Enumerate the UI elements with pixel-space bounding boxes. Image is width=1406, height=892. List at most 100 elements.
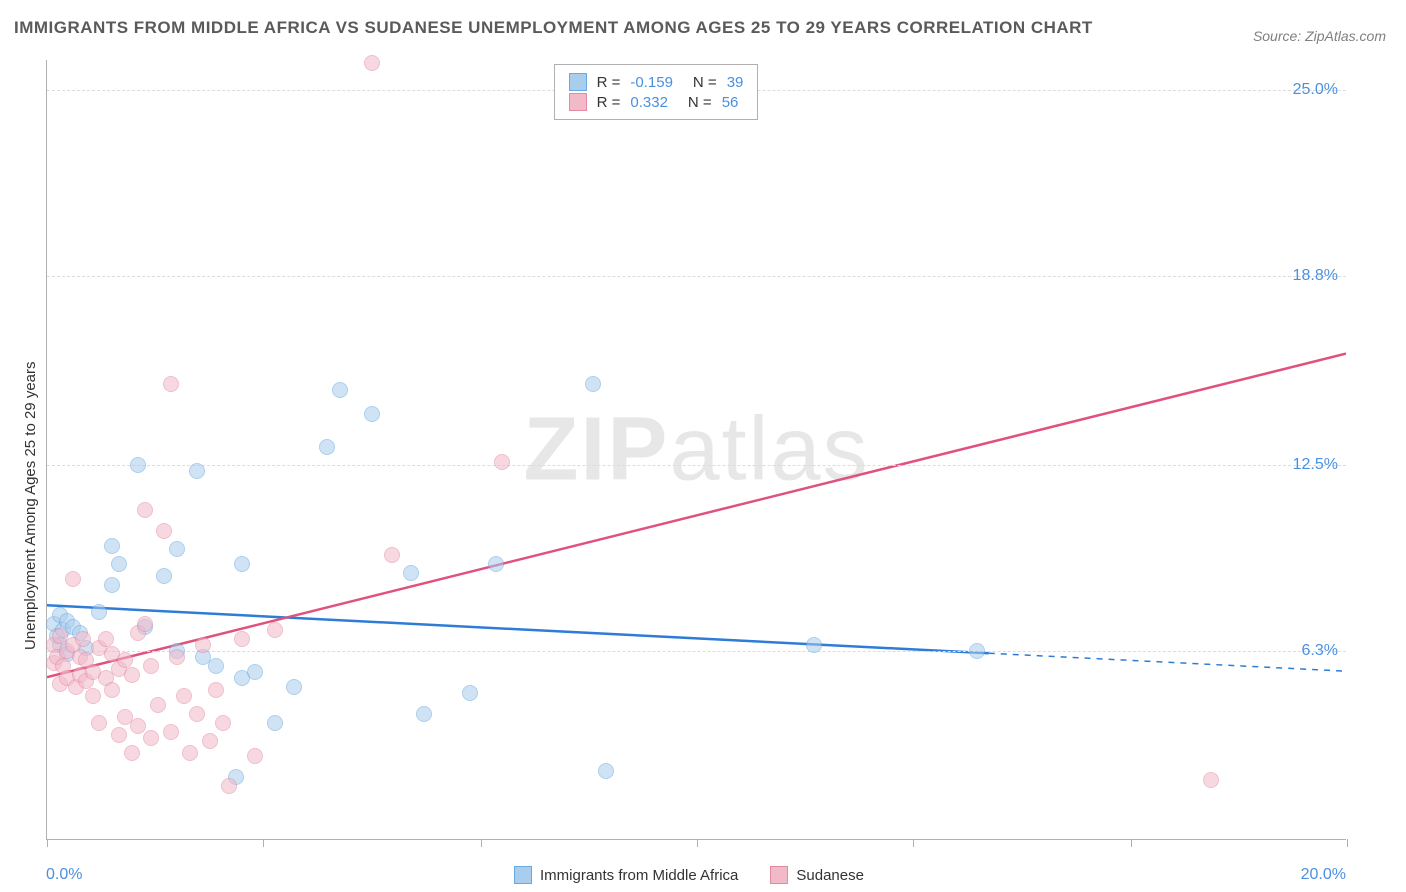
scatter-point [104, 538, 120, 554]
scatter-point [124, 667, 140, 683]
scatter-point [319, 439, 335, 455]
x-axis-end-label: 20.0% [1301, 866, 1346, 884]
x-tick [697, 839, 698, 847]
scatter-point [182, 745, 198, 761]
y-tick-label: 18.8% [1293, 267, 1338, 285]
scatter-point [124, 745, 140, 761]
chart-title: IMMIGRANTS FROM MIDDLE AFRICA VS SUDANES… [14, 18, 1093, 38]
scatter-point [247, 748, 263, 764]
x-tick [263, 839, 264, 847]
scatter-point [169, 541, 185, 557]
stats-n-label: N = [688, 94, 712, 111]
scatter-point [1203, 772, 1219, 788]
grid-line [47, 465, 1346, 466]
legend-swatch [514, 866, 532, 884]
bottom-legend: Immigrants from Middle Africa Sudanese [514, 866, 888, 884]
x-axis-start-label: 0.0% [46, 866, 82, 884]
scatter-point [247, 664, 263, 680]
x-tick [481, 839, 482, 847]
stats-r-label: R = [597, 94, 621, 111]
scatter-point [163, 724, 179, 740]
scatter-point [176, 688, 192, 704]
stats-n-value: 56 [722, 94, 739, 111]
y-tick-label: 6.3% [1302, 642, 1338, 660]
scatter-point [806, 637, 822, 653]
stats-n-value: 39 [727, 74, 744, 91]
stats-row: R =0.332N =56 [569, 93, 744, 111]
legend-swatch [569, 73, 587, 91]
regression-line [47, 605, 989, 653]
scatter-point [137, 502, 153, 518]
grid-line [47, 276, 1346, 277]
stats-r-value: -0.159 [630, 74, 673, 91]
scatter-point [221, 778, 237, 794]
scatter-point [384, 547, 400, 563]
y-tick-label: 12.5% [1293, 456, 1338, 474]
watermark: ZIPatlas [523, 398, 869, 501]
stats-legend-box: R =-0.159N =39R =0.332N =56 [554, 64, 759, 120]
x-tick [1131, 839, 1132, 847]
scatter-point [104, 577, 120, 593]
watermark-prefix: ZIP [523, 399, 669, 499]
scatter-point [117, 652, 133, 668]
regression-line [47, 354, 1346, 678]
scatter-point [150, 697, 166, 713]
scatter-point [91, 604, 107, 620]
stats-r-label: R = [597, 74, 621, 91]
legend-series-name: Immigrants from Middle Africa [540, 867, 738, 884]
y-tick-label: 25.0% [1293, 81, 1338, 99]
scatter-point [215, 715, 231, 731]
scatter-point [189, 463, 205, 479]
regression-lines-layer [47, 60, 1346, 839]
legend-series-name: Sudanese [796, 867, 864, 884]
scatter-point [416, 706, 432, 722]
x-tick [913, 839, 914, 847]
scatter-point [143, 658, 159, 674]
x-tick [1347, 839, 1348, 847]
scatter-point [969, 643, 985, 659]
grid-line [47, 651, 1346, 652]
scatter-point [98, 631, 114, 647]
scatter-point [111, 727, 127, 743]
scatter-point [403, 565, 419, 581]
scatter-point [75, 631, 91, 647]
scatter-point [130, 457, 146, 473]
scatter-point [364, 406, 380, 422]
scatter-point [156, 568, 172, 584]
legend-swatch [770, 866, 788, 884]
scatter-point [104, 682, 120, 698]
plot-area: ZIPatlas 6.3% 12.5% 18.8% 25.0% R = -0.159 N =… [46, 60, 1346, 840]
scatter-point [208, 658, 224, 674]
source-attribution: Source: ZipAtlas.com [1253, 28, 1386, 44]
watermark-suffix: atlas [669, 399, 869, 499]
scatter-point [286, 679, 302, 695]
scatter-point [267, 622, 283, 638]
stats-n-label: N = [693, 74, 717, 91]
scatter-point [598, 763, 614, 779]
scatter-point [364, 55, 380, 71]
regression-line-extrapolated [989, 653, 1346, 671]
scatter-point [65, 571, 81, 587]
scatter-point [234, 556, 250, 572]
scatter-point [91, 715, 107, 731]
scatter-point [202, 733, 218, 749]
scatter-point [488, 556, 504, 572]
scatter-point [462, 685, 478, 701]
scatter-point [208, 682, 224, 698]
scatter-point [267, 715, 283, 731]
scatter-point [137, 616, 153, 632]
scatter-point [195, 637, 211, 653]
y-axis-title: Unemployment Among Ages 25 to 29 years [22, 361, 39, 650]
scatter-point [234, 631, 250, 647]
stats-row: R = -0.159 N = 39 [569, 73, 744, 91]
scatter-point [169, 649, 185, 665]
scatter-point [156, 523, 172, 539]
scatter-point [111, 556, 127, 572]
scatter-point [494, 454, 510, 470]
scatter-point [85, 688, 101, 704]
scatter-point [143, 730, 159, 746]
legend-swatch [569, 93, 587, 111]
x-tick [47, 839, 48, 847]
scatter-point [163, 376, 179, 392]
scatter-point [332, 382, 348, 398]
